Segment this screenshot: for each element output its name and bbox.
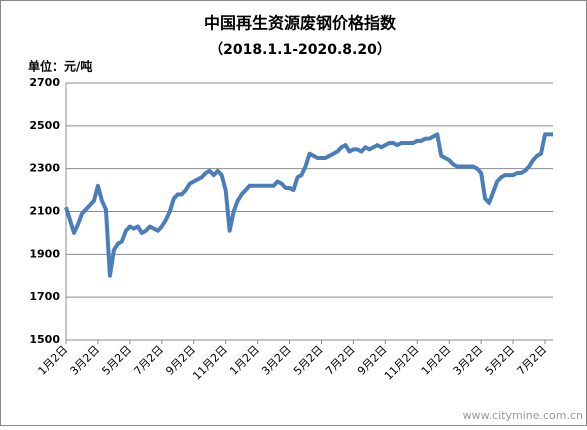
y-tick-label: 1700 <box>29 290 60 303</box>
chart-subtitle: （2018.1.1-2020.8.20） <box>209 42 391 58</box>
y-tick-label: 2700 <box>29 76 60 89</box>
y-tick-label: 2500 <box>29 119 60 132</box>
data-line <box>64 132 553 278</box>
chart-title: 中国再生资源废钢价格指数 <box>204 14 397 33</box>
unit-label: 单位：元/吨 <box>28 59 92 74</box>
y-tick-label: 1900 <box>29 247 60 260</box>
y-tick-label: 2300 <box>29 162 60 175</box>
y-tick-label: 2100 <box>29 205 60 218</box>
y-tick-label: 1500 <box>29 333 60 346</box>
watermark: www.citymine.com.cn <box>463 409 583 422</box>
